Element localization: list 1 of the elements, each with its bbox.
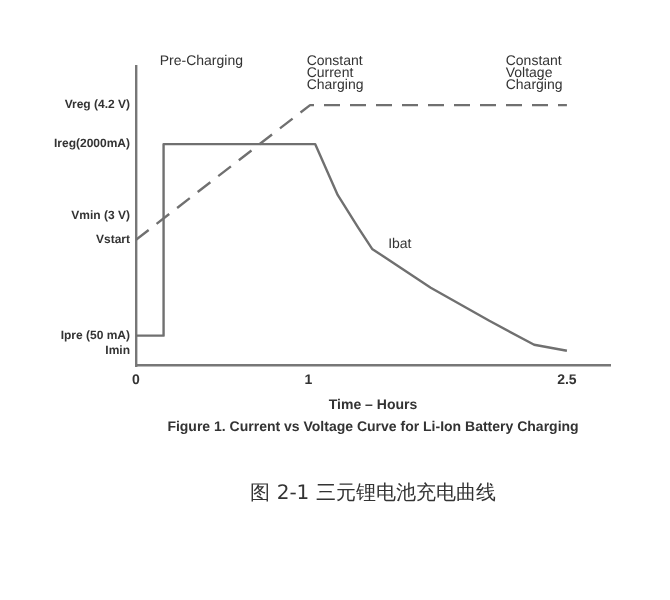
caption: 图 2-1 三元锂电池充电曲线 bbox=[250, 481, 496, 506]
